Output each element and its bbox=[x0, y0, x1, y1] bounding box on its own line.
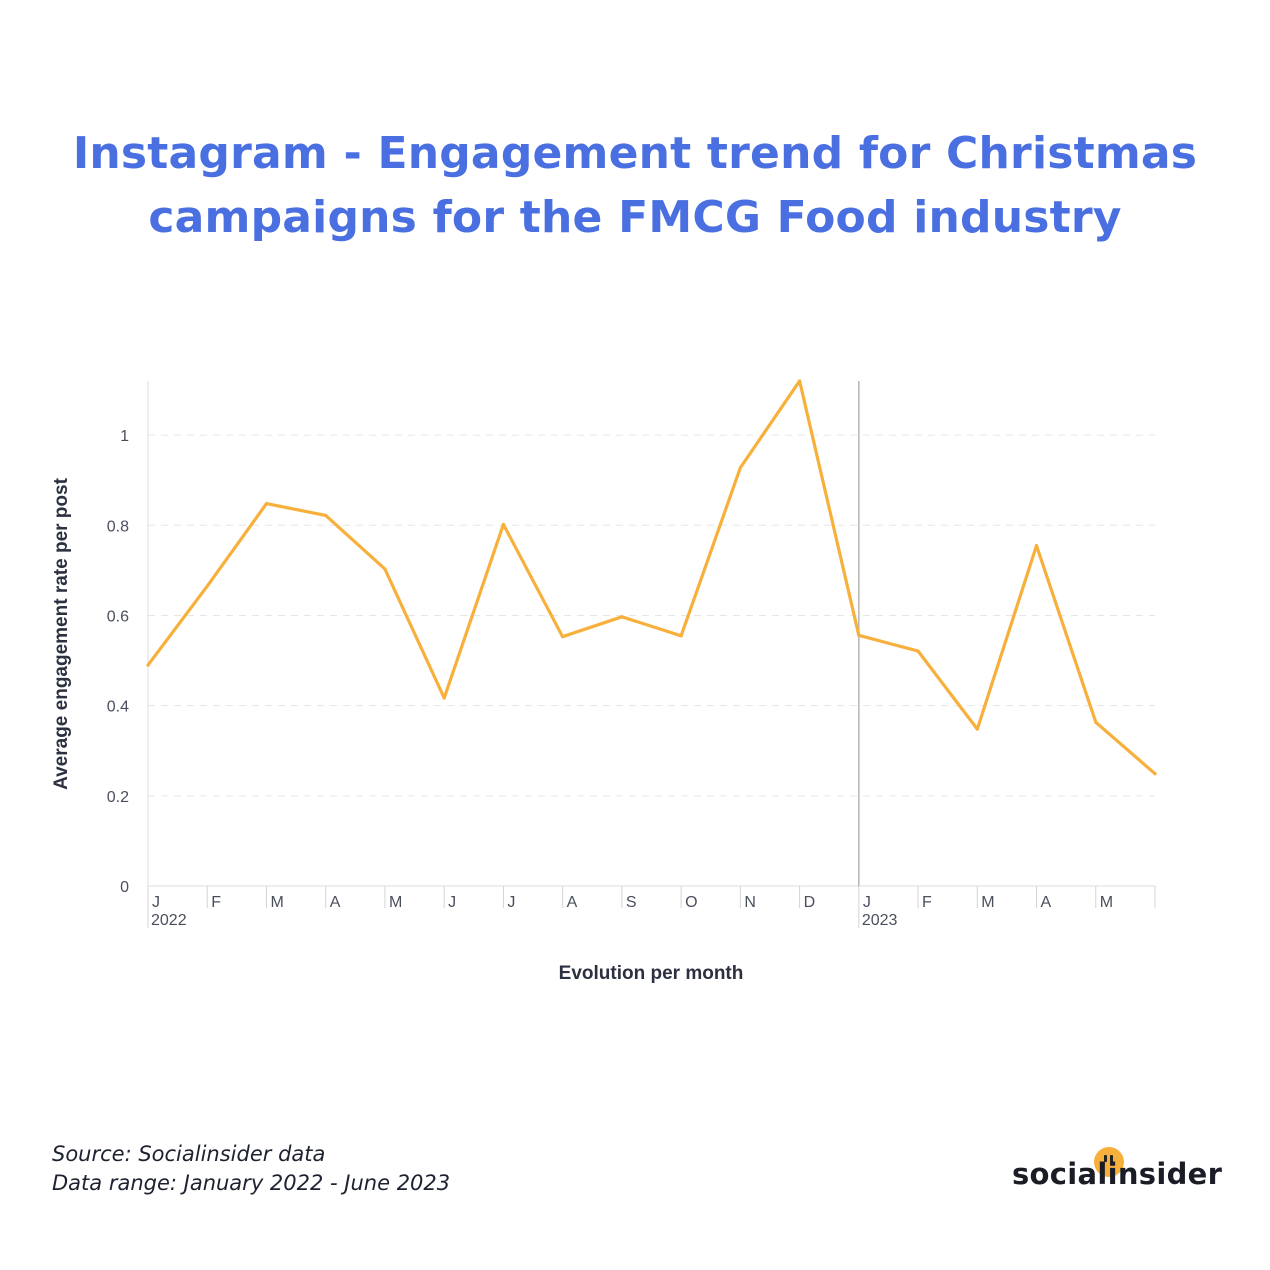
data-point bbox=[975, 727, 979, 731]
y-axis-ticks: 0 0.2 0.4 0.6 0.8 1 bbox=[107, 428, 129, 896]
y-tick-label: 0.6 bbox=[107, 608, 129, 625]
x-tick-label: J bbox=[507, 894, 515, 911]
data-point bbox=[620, 615, 624, 619]
data-point bbox=[797, 379, 802, 383]
source-text: Source: Socialinsider data bbox=[52, 1142, 326, 1166]
series-line bbox=[146, 379, 1157, 776]
footer-note: Source: Socialinsider data Data range: J… bbox=[52, 1140, 450, 1198]
x-year-label: 2022 bbox=[151, 912, 187, 929]
y-axis-label: Average engagement rate per post bbox=[51, 477, 72, 790]
x-year-label: 2023 bbox=[862, 912, 898, 929]
x-tick-label: F bbox=[922, 894, 932, 911]
data-point bbox=[1153, 772, 1157, 776]
data-point bbox=[679, 634, 683, 638]
x-tick-label: O bbox=[685, 894, 697, 911]
x-tick-label: M bbox=[389, 894, 402, 911]
data-point bbox=[857, 633, 861, 637]
x-tick-label: J bbox=[448, 894, 456, 911]
data-point bbox=[501, 522, 506, 526]
data-point bbox=[442, 696, 446, 700]
data-point bbox=[738, 465, 742, 470]
data-point bbox=[916, 649, 920, 653]
x-tick-label: N bbox=[744, 894, 756, 911]
x-tick-label: S bbox=[626, 894, 637, 911]
x-tick-label: A bbox=[567, 894, 578, 911]
logo-wordmark: socialinsider bbox=[1012, 1157, 1223, 1191]
x-tick-label: M bbox=[981, 894, 994, 911]
series-group bbox=[146, 379, 1157, 776]
socialinsider-logo: socialinsider bbox=[1012, 1145, 1232, 1205]
data-point bbox=[324, 513, 328, 517]
x-tick-label: D bbox=[804, 894, 816, 911]
x-axis-ticks: J F M A M J J A S O N D J F M A M 2022 2023 bbox=[147, 886, 1156, 929]
data-point bbox=[561, 635, 565, 639]
y-tick-label: 0.2 bbox=[107, 789, 129, 806]
x-tick-label: J bbox=[152, 894, 160, 911]
data-point bbox=[1034, 543, 1039, 548]
x-tick-label: J bbox=[863, 894, 871, 911]
chart-title-line-2: campaigns for the FMCG Food industry bbox=[148, 192, 1122, 243]
x-axis-label: Evolution per month bbox=[559, 963, 744, 984]
y-tick-label: 0.4 bbox=[107, 699, 129, 716]
data-point bbox=[383, 567, 387, 571]
logo-face-icon bbox=[1094, 1147, 1124, 1177]
data-point bbox=[205, 584, 209, 588]
x-tick-label: F bbox=[211, 894, 221, 911]
x-tick-label: M bbox=[1100, 894, 1113, 911]
data-point bbox=[1094, 720, 1098, 724]
chart-title-line-1: Instagram - Engagement trend for Christm… bbox=[72, 128, 1198, 179]
axes bbox=[147, 381, 1155, 887]
x-tick-label: A bbox=[1041, 894, 1052, 911]
y-tick-label: 0 bbox=[120, 879, 129, 896]
x-tick-label: M bbox=[270, 894, 283, 911]
y-tick-label: 1 bbox=[120, 428, 129, 445]
data-range-text: Data range: January 2022 - June 2023 bbox=[52, 1171, 451, 1195]
chart-title: Instagram - Engagement trend for Christm… bbox=[0, 122, 1270, 250]
data-point bbox=[264, 502, 269, 506]
x-tick-label: A bbox=[330, 894, 341, 911]
gridlines bbox=[148, 434, 1155, 797]
y-tick-label: 0.8 bbox=[107, 518, 129, 535]
data-point bbox=[146, 663, 150, 667]
